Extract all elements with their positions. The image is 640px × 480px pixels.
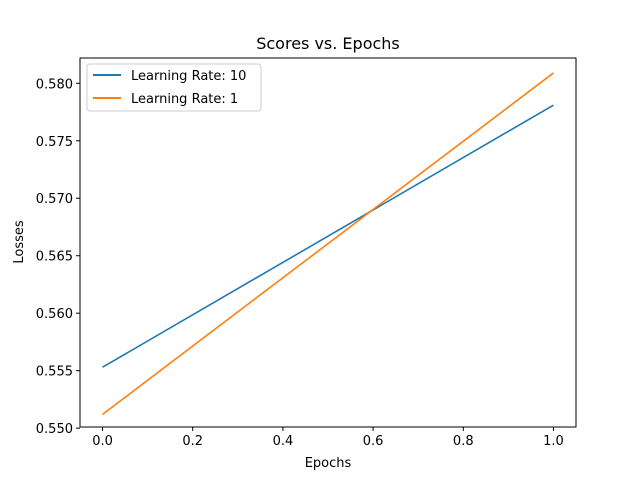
series-line-lr10 xyxy=(102,104,554,368)
y-tick-label: 0.550 xyxy=(36,422,73,437)
axes-background xyxy=(80,58,576,427)
y-tick-label: 0.575 xyxy=(36,135,73,150)
series-line-lr1 xyxy=(102,72,554,415)
y-tick-label: 0.570 xyxy=(36,192,73,207)
x-axis-label: Epochs xyxy=(305,456,352,471)
y-tick-label: 0.580 xyxy=(36,77,73,92)
legend-box xyxy=(86,63,262,112)
y-tick-label: 0.560 xyxy=(36,307,73,322)
axes-frame xyxy=(79,57,577,428)
y-tick-label: 0.555 xyxy=(36,365,73,380)
x-tick-label: 0.2 xyxy=(182,434,203,449)
x-tick-label: 0.6 xyxy=(363,434,384,449)
legend-label-lr1: Learning Rate: 1 xyxy=(131,92,238,107)
x-axis-ticks: 0.0 0.2 0.4 0.6 0.8 1.0 xyxy=(92,427,564,449)
chart-title: Scores vs. Epochs xyxy=(256,34,400,53)
legend-label-lr10: Learning Rate: 10 xyxy=(131,69,246,84)
series-layer xyxy=(102,72,554,415)
y-tick-label: 0.565 xyxy=(36,250,73,265)
y-axis-label: Losses xyxy=(12,220,27,264)
plot-area: 0.0 0.2 0.4 0.6 0.8 1.0 0.5500.5550.5600.5650… xyxy=(36,57,577,449)
x-tick-label: 0.0 xyxy=(92,434,113,449)
x-tick-label: 0.4 xyxy=(273,434,294,449)
legend: Learning Rate: 10 Learning Rate: 1 xyxy=(86,63,262,112)
y-axis-ticks: 0.550 0.555 0.560 0.565 0.570 0.575 0.580 xyxy=(36,77,80,437)
x-tick-label: 0.8 xyxy=(453,434,474,449)
x-tick-label: 1.0 xyxy=(543,434,564,449)
